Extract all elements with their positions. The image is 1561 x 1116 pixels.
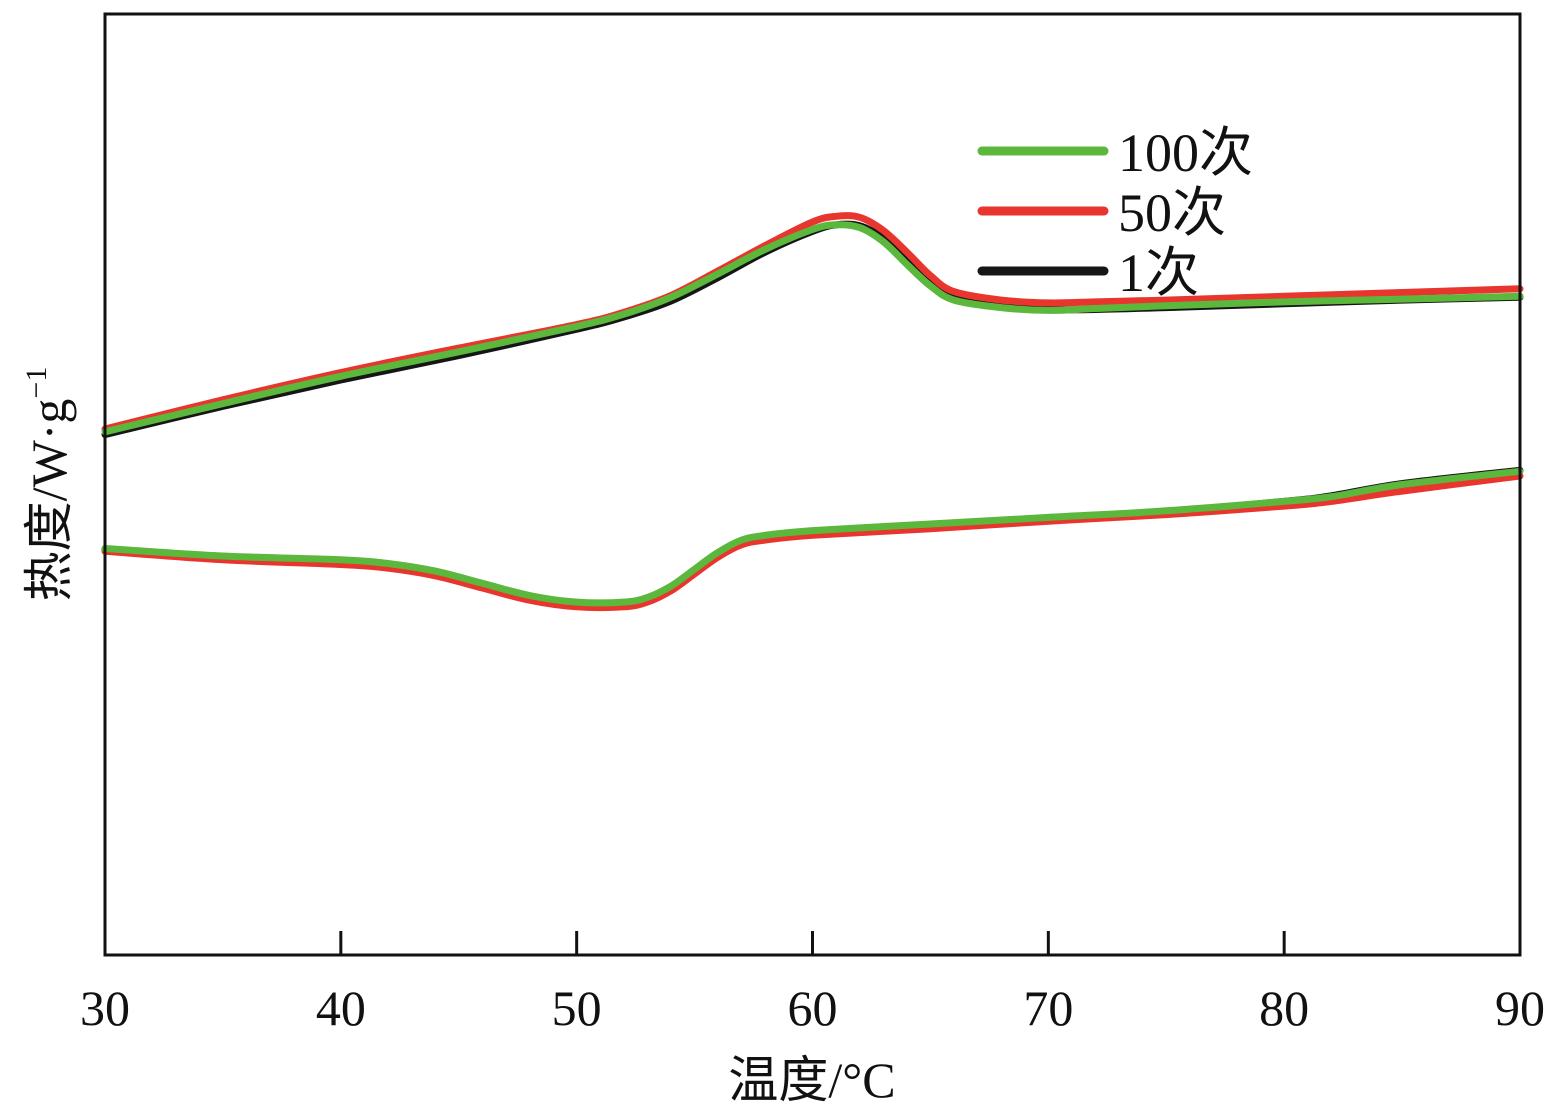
series-line-heating-50 [101,212,1524,433]
y-axis-title-main: 热度/W·g [21,399,77,602]
x-tick-label-40: 40 [316,980,366,1036]
series-line-cooling-100 [101,467,1524,607]
y-axis-title: 热度/W·g−1 [20,367,77,602]
x-tick-label-90: 90 [1495,980,1545,1036]
x-tick-label-60: 60 [788,980,838,1036]
legend: 100次 50次 1次 [977,123,1253,303]
y-axis-title-superscript: −1 [20,367,53,399]
x-tick-label-70: 70 [1023,980,1073,1036]
x-tick-label-50: 50 [552,980,602,1036]
plot-area-frame [103,12,1522,957]
legend-label-100: 100次 [1118,123,1253,183]
x-axis-ticks [339,931,1286,955]
series-line-cooling-50 [101,472,1524,612]
x-tick-label-30: 30 [80,980,130,1036]
legend-label-50: 50次 [1118,183,1226,243]
series-line-heating-1 [101,220,1524,439]
x-axis-tick-labels: 30 40 50 60 70 80 90 [80,980,1545,1036]
x-tick-label-80: 80 [1259,980,1309,1036]
series-line-heating-100 [101,221,1524,436]
curves-layer [101,212,1524,612]
legend-label-1: 1次 [1118,243,1199,303]
x-axis-title: 温度/°C [728,1052,895,1108]
